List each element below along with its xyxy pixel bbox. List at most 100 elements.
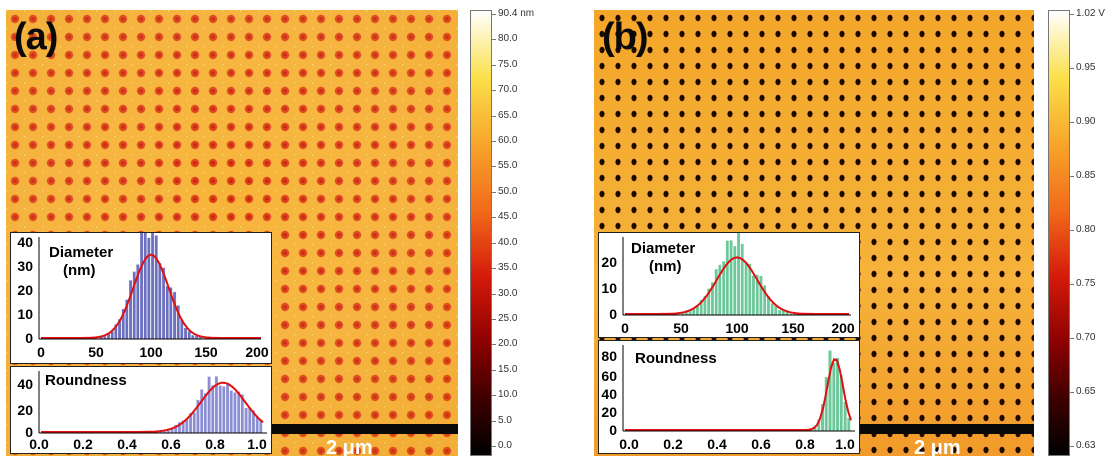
histogram-bar	[759, 275, 763, 316]
x-tick: 0.2	[73, 436, 93, 452]
colorbar-tick-mark	[492, 64, 496, 66]
colorbar-tick-label: 0.75	[1076, 278, 1096, 289]
diameter-unit-b: (nm)	[649, 258, 682, 275]
colorbar-tick-mark	[492, 191, 496, 193]
colorbar-tick-mark	[492, 166, 496, 168]
y-tick: 80	[601, 348, 617, 364]
y-tick: 0	[25, 424, 33, 440]
y-tick: 20	[601, 254, 617, 270]
x-tick: 200	[831, 320, 855, 336]
x-tick: 0	[621, 320, 629, 336]
colorbar-tick-label: 20.0	[498, 338, 518, 350]
colorbar-tick-label: 35.0	[498, 262, 518, 274]
histogram-bar	[740, 243, 744, 316]
diameter-label-a: Diameter	[49, 244, 113, 261]
colorbar-tick-label: 90.4 nm	[498, 8, 535, 19]
colorbar-tick-label: 0.0	[498, 440, 512, 451]
roundness-histogram-inset-b: Roundness 0 20 40 60 80 0.0 0.2 0.4 0.6 …	[598, 340, 860, 454]
colorbar-tick-label: 50.0	[498, 185, 518, 197]
colorbar-tick-mark	[1070, 68, 1074, 69]
colorbar-tick-label: 0.65	[1076, 386, 1096, 397]
panel-label-b: (b)	[602, 16, 649, 58]
histogram-bar	[199, 389, 204, 434]
histogram-bar	[139, 232, 144, 340]
y-tick: 20	[17, 402, 33, 418]
colorbar-tick-mark	[492, 268, 496, 270]
colorbar-tick-label: 75.0	[498, 58, 518, 70]
x-tick: 150	[194, 344, 218, 360]
colorbar-tick-mark	[1070, 122, 1074, 123]
histogram-bar	[128, 280, 133, 340]
scale-bar-a	[272, 424, 458, 434]
histogram-bar	[714, 268, 718, 316]
histogram-bar	[751, 275, 756, 316]
y-tick: 20	[601, 404, 617, 420]
y-tick: 40	[17, 234, 33, 250]
colorbar-tick-label: 65.0	[498, 109, 518, 121]
histogram-bar	[729, 240, 733, 316]
panel-label-a: (a)	[14, 16, 58, 58]
histogram-bar	[203, 393, 208, 434]
histogram-bar	[770, 303, 774, 316]
diameter-histogram-inset-a: Diameter (nm) 0 10 20 30 40 0 50 100 150…	[10, 217, 272, 364]
x-tick: 0.8	[795, 436, 815, 452]
histogram-bar	[143, 229, 147, 340]
histogram-bar	[725, 240, 730, 316]
x-tick: 0.2	[663, 436, 683, 452]
colorbar-tick-mark	[492, 115, 496, 117]
roundness-label-a: Roundness	[45, 372, 127, 389]
y-tick: 40	[601, 386, 617, 402]
roundness-label-b: Roundness	[635, 350, 717, 367]
x-tick: 200	[245, 344, 269, 360]
x-tick: 0.6	[161, 436, 181, 452]
histogram-bar	[832, 362, 836, 432]
histogram-bar	[744, 261, 748, 316]
colorbar-tick-mark	[492, 141, 496, 143]
colorbar-tick-label: 60.0	[498, 135, 518, 147]
y-tick: 60	[601, 368, 617, 384]
colorbar-tick-label: 15.0	[498, 363, 518, 375]
histogram-bar	[233, 392, 237, 434]
x-tick: 150	[781, 320, 805, 336]
colorbar-tick-mark	[492, 344, 496, 346]
colorbar-tick-label: 70.0	[498, 84, 518, 96]
y-tick: 30	[17, 258, 33, 274]
colorbar-tick-label: 10.0	[498, 389, 518, 401]
histogram-bar	[192, 412, 196, 434]
x-tick: 0	[37, 344, 45, 360]
colorbar-tick-mark	[1070, 338, 1074, 339]
histogram-bar	[229, 390, 233, 434]
y-tick: 10	[601, 280, 617, 296]
colorbar-tick-mark	[1070, 446, 1074, 447]
x-tick: 1.0	[247, 436, 267, 452]
y-tick: 0	[609, 306, 617, 322]
diameter-histogram-inset-b: Diameter (nm) 0 10 20 0 50 100 150 200	[598, 232, 860, 338]
colorbar-tick-mark	[492, 395, 496, 397]
x-tick: 0.0	[619, 436, 639, 452]
colorbar-tick-label: 0.63	[1076, 440, 1096, 451]
x-tick: 0.0	[29, 436, 49, 452]
colorbar-tick-mark	[1070, 392, 1074, 393]
colorbar-tick-label: 0.95	[1076, 62, 1096, 73]
scale-bar-b	[856, 424, 1034, 434]
histogram-bar	[207, 376, 211, 434]
colorbar-tick-mark	[1070, 14, 1074, 15]
colorbar-tick-label: 25.0	[498, 312, 518, 324]
colorbar-tick-mark	[492, 39, 496, 41]
roundness-histogram-inset-a: Roundness 0 20 40 0.0 0.2 0.4 0.6 0.8 1.…	[10, 366, 272, 454]
histogram-bar	[248, 407, 252, 434]
x-tick: 1.0	[835, 436, 855, 452]
colorbar-tick-label: 0.85	[1076, 170, 1096, 181]
histogram-bar	[183, 327, 188, 340]
y-tick: 10	[17, 306, 33, 322]
diameter-label-b: Diameter	[631, 240, 695, 257]
x-tick: 50	[88, 344, 104, 360]
x-tick: 100	[725, 320, 749, 336]
histogram-bar	[218, 385, 222, 434]
histogram-bar	[150, 217, 155, 340]
diameter-histogram-b: Diameter (nm) 0 10 20 0 50 100 150 200	[601, 232, 855, 336]
colorbar-tick-label: 0.70	[1076, 332, 1096, 343]
colorbar-tick-mark	[492, 14, 496, 15]
colorbar-tick-mark	[1070, 176, 1074, 177]
colorbar-tick-mark	[1070, 230, 1074, 231]
